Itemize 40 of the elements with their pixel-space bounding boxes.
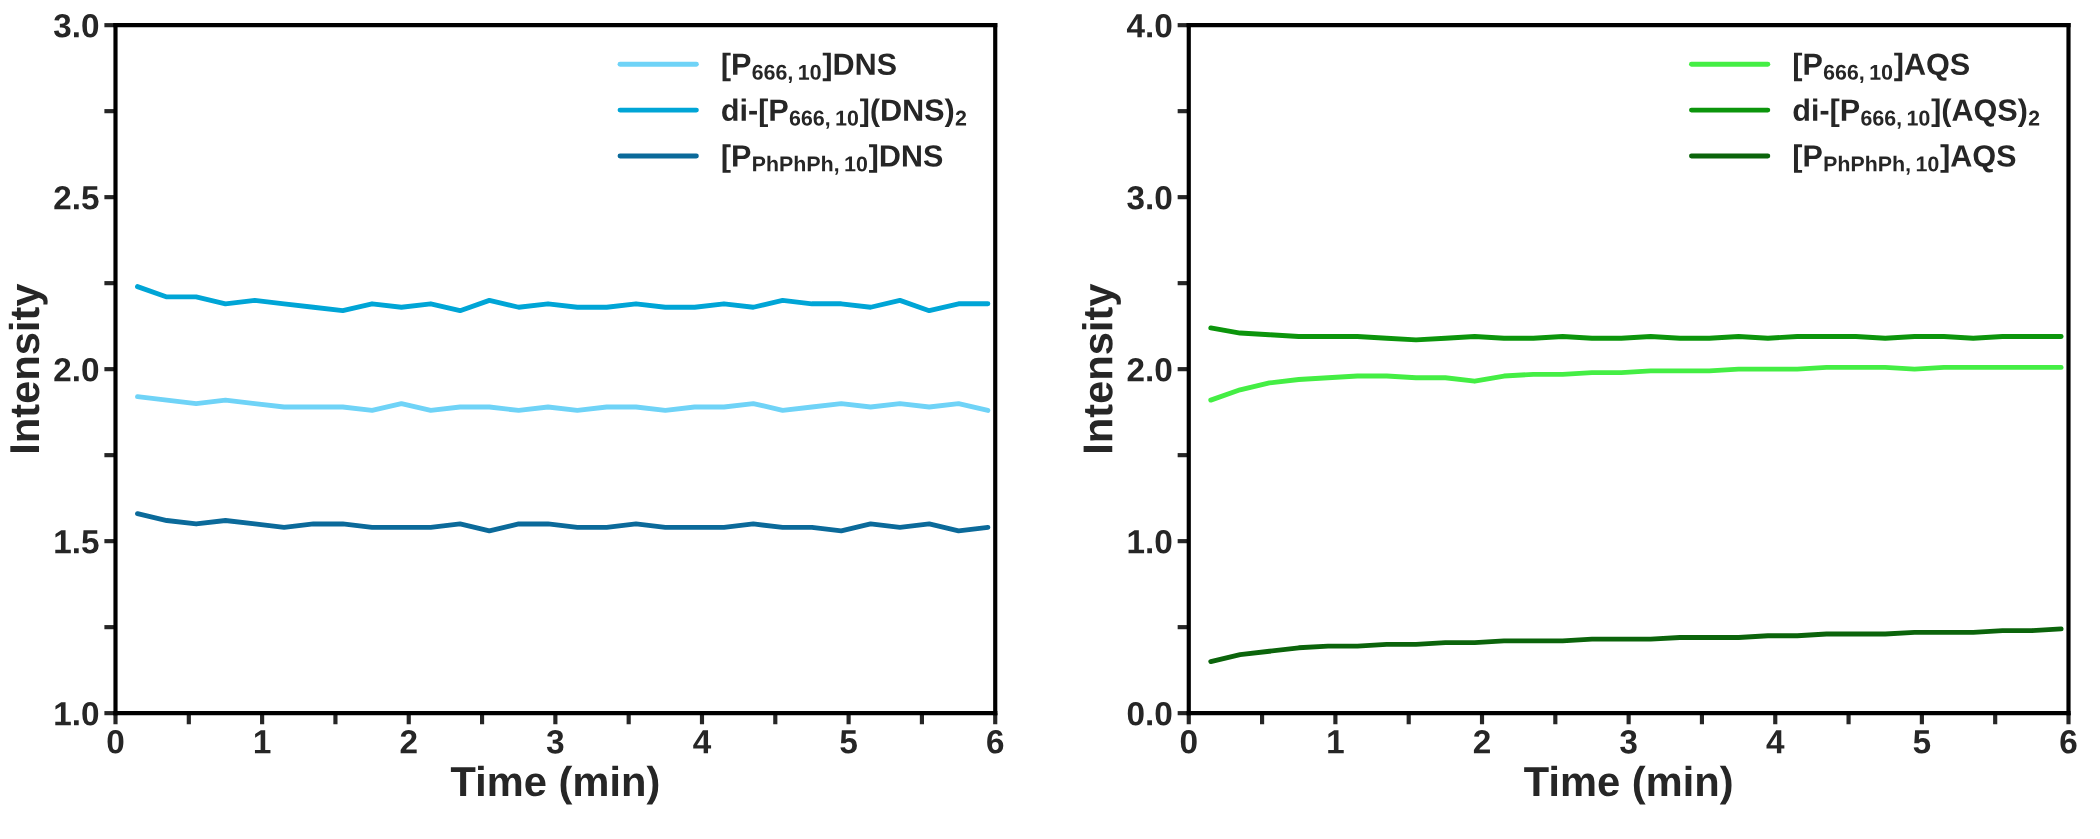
x-tick-label: 4 [1766, 730, 1785, 754]
x-tick-label: 2 [400, 730, 417, 754]
x-tick-label: 1 [1328, 730, 1344, 754]
y-tick-label: 0.0 [1127, 701, 1172, 726]
legend-label: [P$_{PhPhPh,10}$]AQS [1793, 144, 2016, 175]
x-tick-label: 3 [1620, 730, 1637, 754]
y-tick-label: 1.5 [55, 530, 99, 554]
line-series [1208, 325, 2064, 343]
line-series [135, 284, 991, 314]
y-tick-label: 2.0 [1127, 357, 1172, 382]
y-tick-label: 1.0 [1128, 529, 1172, 554]
x-tick-label: 0 [107, 730, 124, 754]
y-axis-title: Intensity [1082, 283, 1121, 453]
line-series [135, 394, 991, 413]
line-series [1208, 626, 2064, 664]
y-tick-label: 2.0 [54, 357, 99, 382]
x-tick-label: 2 [1473, 730, 1490, 754]
y-tick-label: 1.0 [55, 701, 99, 726]
x-axis-title: Time (min) [450, 765, 659, 805]
legend-label: [P$_{666,10}$]AQS [1793, 52, 1969, 83]
x-tick-label: 4 [693, 730, 712, 754]
x-tick-label: 5 [840, 730, 857, 754]
y-tick-label: 4.0 [1126, 13, 1172, 38]
legend-label: [P$_{PhPhPh,10}$]DNS [722, 144, 943, 175]
legend-label: di-[P$_{666,10}$](AQS)$_{2}$ [1793, 98, 2040, 129]
y-tick-label: 3.0 [53, 13, 99, 38]
legend-label: di-[P$_{666,10}$](DNS)$_{2}$ [722, 98, 967, 129]
x-tick-label: 1 [254, 730, 271, 754]
x-tick-label: 0 [1180, 730, 1197, 754]
legend-label: [P$_{666,10}$]DNS [722, 52, 896, 83]
x-tick-label: 3 [546, 730, 564, 754]
y-tick-label: 3.0 [1127, 185, 1172, 210]
x-axis-title: Time (min) [1524, 765, 1732, 805]
x-tick-label: 6 [2060, 730, 2077, 754]
line-series [135, 511, 991, 534]
x-tick-label: 6 [987, 730, 1004, 754]
y-axis-title: Intensity [8, 283, 48, 453]
line-series [1208, 365, 2064, 403]
x-tick-label: 5 [1913, 730, 1931, 754]
y-tick-label: 2.5 [54, 185, 99, 210]
